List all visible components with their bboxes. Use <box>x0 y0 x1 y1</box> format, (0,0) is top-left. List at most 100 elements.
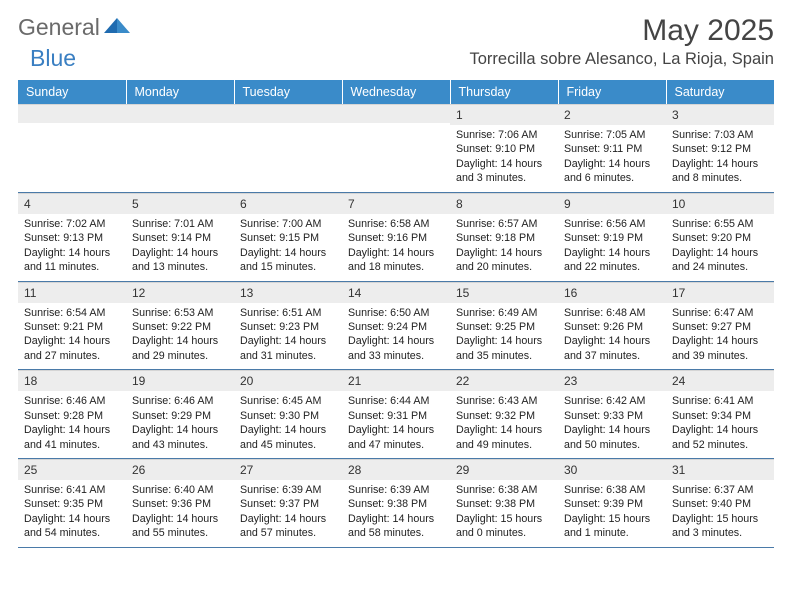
calendar-day-cell: 26Sunrise: 6:40 AMSunset: 9:36 PMDayligh… <box>126 459 234 548</box>
day-number: 30 <box>558 459 666 480</box>
day-details: Sunrise: 6:41 AMSunset: 9:35 PMDaylight:… <box>18 480 126 547</box>
daylight-text: Daylight: 14 hours and 20 minutes. <box>456 246 552 275</box>
sunset-text: Sunset: 9:16 PM <box>348 231 444 245</box>
daylight-text: Daylight: 14 hours and 22 minutes. <box>564 246 660 275</box>
sunset-text: Sunset: 9:29 PM <box>132 409 228 423</box>
calendar-day-cell: 15Sunrise: 6:49 AMSunset: 9:25 PMDayligh… <box>450 281 558 370</box>
daylight-text: Daylight: 15 hours and 3 minutes. <box>672 512 768 541</box>
title-block: May 2025 Torrecilla sobre Alesanco, La R… <box>469 14 774 69</box>
sunrise-text: Sunrise: 7:01 AM <box>132 217 228 231</box>
calendar-day-cell: 20Sunrise: 6:45 AMSunset: 9:30 PMDayligh… <box>234 370 342 459</box>
sunrise-text: Sunrise: 6:38 AM <box>564 483 660 497</box>
sunset-text: Sunset: 9:21 PM <box>24 320 120 334</box>
sunset-text: Sunset: 9:22 PM <box>132 320 228 334</box>
day-details: Sunrise: 6:45 AMSunset: 9:30 PMDaylight:… <box>234 391 342 458</box>
weekday-header: Thursday <box>450 80 558 104</box>
calendar-day-cell: 22Sunrise: 6:43 AMSunset: 9:32 PMDayligh… <box>450 370 558 459</box>
daylight-text: Daylight: 14 hours and 39 minutes. <box>672 334 768 363</box>
calendar-day-cell <box>234 104 342 192</box>
sunset-text: Sunset: 9:10 PM <box>456 142 552 156</box>
brand-triangle-icon <box>104 15 130 40</box>
location-subtitle: Torrecilla sobre Alesanco, La Rioja, Spa… <box>469 50 774 69</box>
sunset-text: Sunset: 9:14 PM <box>132 231 228 245</box>
sunrise-text: Sunrise: 6:46 AM <box>132 394 228 408</box>
day-number: 25 <box>18 459 126 480</box>
calendar-day-cell: 7Sunrise: 6:58 AMSunset: 9:16 PMDaylight… <box>342 192 450 281</box>
daylight-text: Daylight: 14 hours and 52 minutes. <box>672 423 768 452</box>
day-details: Sunrise: 7:01 AMSunset: 9:14 PMDaylight:… <box>126 214 234 281</box>
day-number: 10 <box>666 193 774 214</box>
calendar-day-cell: 2Sunrise: 7:05 AMSunset: 9:11 PMDaylight… <box>558 104 666 192</box>
calendar-week-row: 18Sunrise: 6:46 AMSunset: 9:28 PMDayligh… <box>18 370 774 459</box>
daylight-text: Daylight: 14 hours and 15 minutes. <box>240 246 336 275</box>
daylight-text: Daylight: 14 hours and 41 minutes. <box>24 423 120 452</box>
daylight-text: Daylight: 14 hours and 13 minutes. <box>132 246 228 275</box>
daylight-text: Daylight: 14 hours and 24 minutes. <box>672 246 768 275</box>
day-number: 6 <box>234 193 342 214</box>
sunrise-text: Sunrise: 6:38 AM <box>456 483 552 497</box>
sunset-text: Sunset: 9:35 PM <box>24 497 120 511</box>
calendar-day-cell: 13Sunrise: 6:51 AMSunset: 9:23 PMDayligh… <box>234 281 342 370</box>
day-number: 18 <box>18 370 126 391</box>
calendar-day-cell: 5Sunrise: 7:01 AMSunset: 9:14 PMDaylight… <box>126 192 234 281</box>
calendar-day-cell: 21Sunrise: 6:44 AMSunset: 9:31 PMDayligh… <box>342 370 450 459</box>
day-number: 14 <box>342 282 450 303</box>
calendar-week-row: 25Sunrise: 6:41 AMSunset: 9:35 PMDayligh… <box>18 459 774 548</box>
calendar-day-cell: 19Sunrise: 6:46 AMSunset: 9:29 PMDayligh… <box>126 370 234 459</box>
day-details: Sunrise: 6:46 AMSunset: 9:28 PMDaylight:… <box>18 391 126 458</box>
calendar-day-cell: 28Sunrise: 6:39 AMSunset: 9:38 PMDayligh… <box>342 459 450 548</box>
day-number: 7 <box>342 193 450 214</box>
day-details: Sunrise: 6:47 AMSunset: 9:27 PMDaylight:… <box>666 303 774 370</box>
sunrise-text: Sunrise: 6:47 AM <box>672 306 768 320</box>
sunset-text: Sunset: 9:26 PM <box>564 320 660 334</box>
sunset-text: Sunset: 9:27 PM <box>672 320 768 334</box>
day-number: 12 <box>126 282 234 303</box>
sunrise-text: Sunrise: 6:51 AM <box>240 306 336 320</box>
sunrise-text: Sunrise: 6:39 AM <box>240 483 336 497</box>
day-details: Sunrise: 6:38 AMSunset: 9:39 PMDaylight:… <box>558 480 666 547</box>
day-details: Sunrise: 6:39 AMSunset: 9:38 PMDaylight:… <box>342 480 450 547</box>
sunset-text: Sunset: 9:32 PM <box>456 409 552 423</box>
daylight-text: Daylight: 14 hours and 54 minutes. <box>24 512 120 541</box>
daylight-text: Daylight: 14 hours and 11 minutes. <box>24 246 120 275</box>
calendar-day-cell: 18Sunrise: 6:46 AMSunset: 9:28 PMDayligh… <box>18 370 126 459</box>
daylight-text: Daylight: 15 hours and 1 minute. <box>564 512 660 541</box>
day-number: 21 <box>342 370 450 391</box>
day-details: Sunrise: 6:46 AMSunset: 9:29 PMDaylight:… <box>126 391 234 458</box>
day-number: 19 <box>126 370 234 391</box>
day-number: 28 <box>342 459 450 480</box>
daylight-text: Daylight: 14 hours and 58 minutes. <box>348 512 444 541</box>
day-number: 24 <box>666 370 774 391</box>
calendar-day-cell: 25Sunrise: 6:41 AMSunset: 9:35 PMDayligh… <box>18 459 126 548</box>
sunrise-text: Sunrise: 6:56 AM <box>564 217 660 231</box>
sunset-text: Sunset: 9:30 PM <box>240 409 336 423</box>
day-number: 27 <box>234 459 342 480</box>
sunset-text: Sunset: 9:28 PM <box>24 409 120 423</box>
calendar-day-cell: 12Sunrise: 6:53 AMSunset: 9:22 PMDayligh… <box>126 281 234 370</box>
sunrise-text: Sunrise: 7:03 AM <box>672 128 768 142</box>
sunrise-text: Sunrise: 6:58 AM <box>348 217 444 231</box>
day-details: Sunrise: 6:38 AMSunset: 9:38 PMDaylight:… <box>450 480 558 547</box>
day-number: 15 <box>450 282 558 303</box>
calendar-day-cell: 23Sunrise: 6:42 AMSunset: 9:33 PMDayligh… <box>558 370 666 459</box>
calendar-week-row: 4Sunrise: 7:02 AMSunset: 9:13 PMDaylight… <box>18 192 774 281</box>
calendar-week-row: 1Sunrise: 7:06 AMSunset: 9:10 PMDaylight… <box>18 104 774 192</box>
weekday-header: Sunday <box>18 80 126 104</box>
sunrise-text: Sunrise: 6:43 AM <box>456 394 552 408</box>
day-number: 26 <box>126 459 234 480</box>
daylight-text: Daylight: 15 hours and 0 minutes. <box>456 512 552 541</box>
day-details: Sunrise: 6:44 AMSunset: 9:31 PMDaylight:… <box>342 391 450 458</box>
day-number: 9 <box>558 193 666 214</box>
day-details: Sunrise: 6:48 AMSunset: 9:26 PMDaylight:… <box>558 303 666 370</box>
weekday-header: Tuesday <box>234 80 342 104</box>
sunrise-text: Sunrise: 6:48 AM <box>564 306 660 320</box>
day-details: Sunrise: 7:05 AMSunset: 9:11 PMDaylight:… <box>558 125 666 192</box>
sunrise-text: Sunrise: 6:42 AM <box>564 394 660 408</box>
weekday-header: Monday <box>126 80 234 104</box>
weekday-header: Friday <box>558 80 666 104</box>
day-details: Sunrise: 6:58 AMSunset: 9:16 PMDaylight:… <box>342 214 450 281</box>
sunset-text: Sunset: 9:31 PM <box>348 409 444 423</box>
daylight-text: Daylight: 14 hours and 50 minutes. <box>564 423 660 452</box>
sunset-text: Sunset: 9:37 PM <box>240 497 336 511</box>
daylight-text: Daylight: 14 hours and 8 minutes. <box>672 157 768 186</box>
